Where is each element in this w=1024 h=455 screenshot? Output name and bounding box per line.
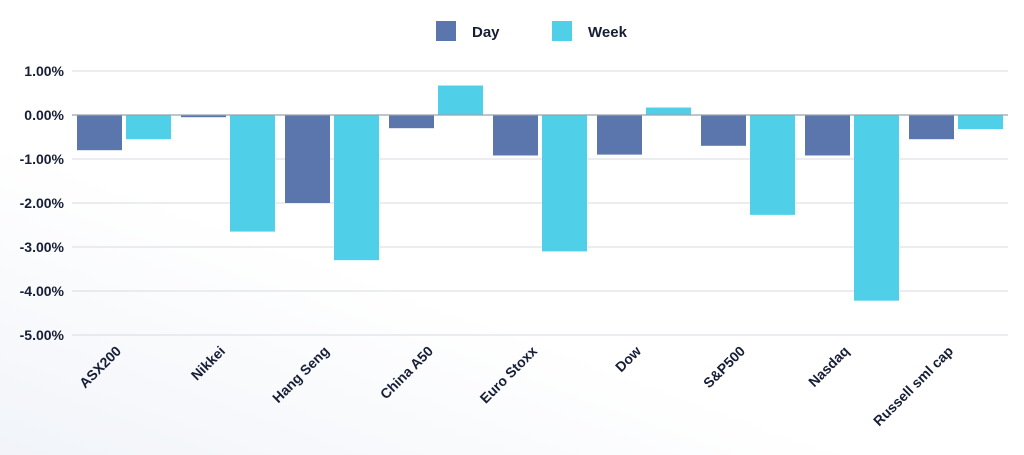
x-category-label: China A50 bbox=[377, 343, 437, 403]
bar-week-hang-seng bbox=[334, 115, 379, 261]
bar-week-dow bbox=[646, 107, 691, 115]
x-category-label: ASX200 bbox=[76, 343, 124, 391]
x-category-label: Nikkei bbox=[188, 343, 228, 383]
y-tick-label: 0.00% bbox=[24, 107, 64, 123]
bar-week-s-p500 bbox=[750, 115, 795, 215]
bar-day-nikkei bbox=[181, 115, 226, 118]
y-tick-label: -2.00% bbox=[20, 195, 65, 211]
bar-week-nikkei bbox=[230, 115, 275, 232]
x-category-label: Hang Seng bbox=[269, 343, 332, 406]
bar-week-russell-sml-cap bbox=[958, 115, 1003, 130]
legend-swatch-day bbox=[436, 21, 456, 41]
gridlines bbox=[72, 70, 1008, 336]
bar-week-nasdaq bbox=[854, 115, 899, 301]
y-tick-label: -3.00% bbox=[20, 239, 65, 255]
legend-label-week: Week bbox=[588, 24, 628, 41]
bar-week-euro-stoxx bbox=[542, 115, 587, 252]
x-category-label: Russell sml cap bbox=[870, 343, 956, 429]
x-category-label: Nasdaq bbox=[805, 343, 852, 390]
bar-day-hang-seng bbox=[285, 115, 330, 203]
bar-week-china-a50 bbox=[438, 85, 483, 115]
bar-day-nasdaq bbox=[805, 115, 850, 156]
bar-day-china-a50 bbox=[389, 115, 434, 129]
legend-label-day: Day bbox=[472, 24, 500, 41]
y-tick-label: -4.00% bbox=[20, 283, 65, 299]
bar-day-euro-stoxx bbox=[493, 115, 538, 156]
y-tick-label: -1.00% bbox=[20, 151, 65, 167]
bar-day-s-p500 bbox=[701, 115, 746, 146]
bar-week-asx200 bbox=[126, 115, 171, 140]
bars bbox=[77, 85, 1003, 301]
y-axis-ticks: 1.00% 0.00% -1.00% -2.00% -3.00% -4.00% -5.00% bbox=[20, 63, 65, 343]
bar-day-dow bbox=[597, 115, 642, 155]
x-category-label: S&P500 bbox=[700, 343, 748, 391]
y-tick-label: -5.00% bbox=[20, 327, 65, 343]
x-category-label: Euro Stoxx bbox=[477, 343, 541, 407]
legend: Day Week bbox=[436, 21, 628, 41]
bar-day-asx200 bbox=[77, 115, 122, 151]
y-tick-label: 1.00% bbox=[24, 63, 64, 79]
bar-day-russell-sml-cap bbox=[909, 115, 954, 140]
x-axis-categories: ASX200 Nikkei Hang Seng China A50 Euro Stoxx… bbox=[76, 343, 956, 429]
x-category-label: Dow bbox=[612, 343, 644, 375]
legend-swatch-week bbox=[552, 21, 572, 41]
